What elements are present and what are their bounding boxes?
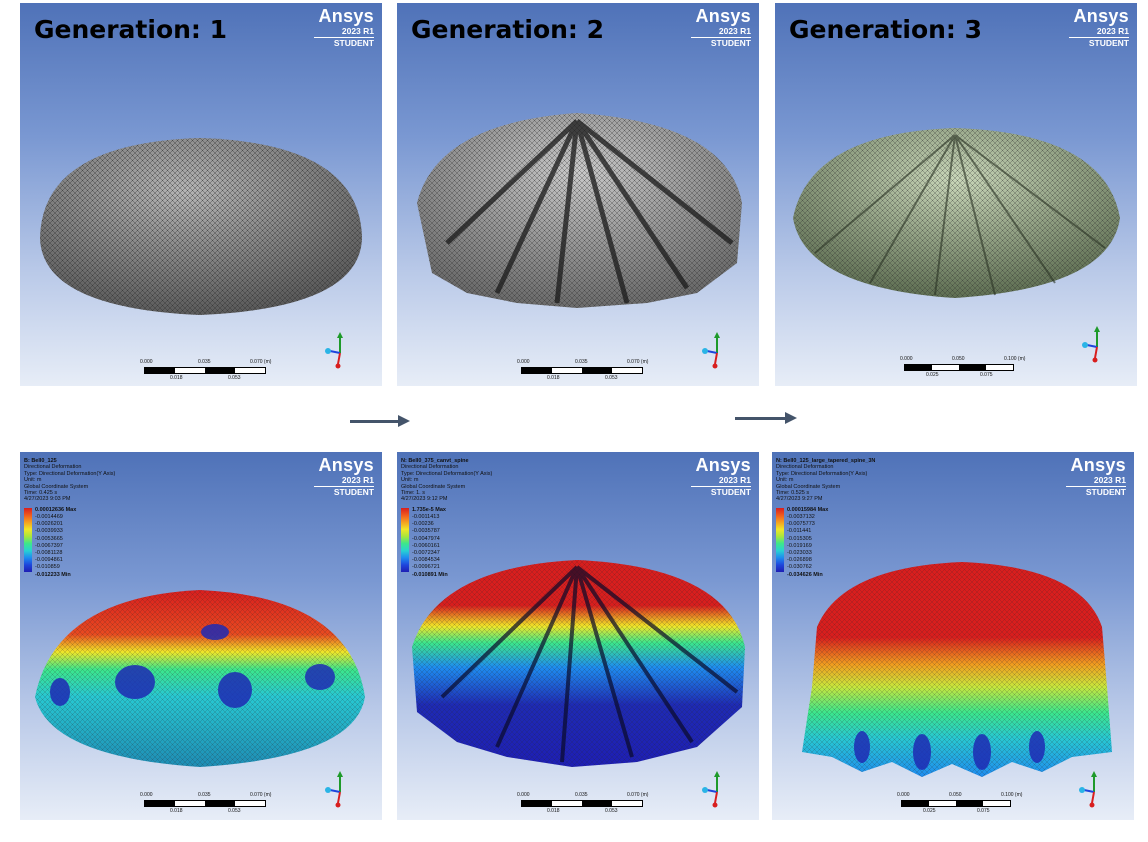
result-panel-gen2: N: Bell0_375_canvt_spine Directional Def… <box>397 452 759 820</box>
mesh-panel-gen1: Generation: 1 Ansys 2023 R1 STUDENT 0.000 … <box>20 3 382 386</box>
axis-triad <box>325 771 343 808</box>
mesh-dome-gen2 <box>417 113 742 308</box>
color-scale: 0.00015984 Max -0.0037132 -0.0075773 -0.01… <box>776 507 926 578</box>
arrow-right-icon <box>735 412 797 424</box>
axis-triad <box>325 332 343 369</box>
deformation-dome-gen2 <box>412 560 745 767</box>
deformation-dome-gen1 <box>35 590 365 767</box>
generation-title: Generation: 1 <box>34 15 228 44</box>
color-scale: 1.735e-5 Max -0.0011413 -0.00236 -0.003578… <box>401 507 551 578</box>
axis-triad <box>1079 771 1097 808</box>
arrow-right-icon <box>350 415 410 427</box>
result-legend: N: Bell0_125_large_tapered_spine_3N Dire… <box>776 458 926 578</box>
scale-bar: 0.000 0.035 0.070 (m) 0.018 0.053 <box>517 792 649 814</box>
generation-title: Generation: 3 <box>789 15 983 44</box>
mesh-panel-gen3: Generation: 3 Ansys 2023 R1 STUDENT 0.000 … <box>775 3 1137 386</box>
ansys-logo: Ansys 2023 R1 STUDENT <box>1066 456 1126 498</box>
scale-bar: 0.000 0.035 0.070 (m) 0.018 0.053 <box>517 359 649 381</box>
mesh-dome-gen1 <box>40 138 362 315</box>
mesh-dome-gen3 <box>793 128 1120 298</box>
scale-bar: 0.000 0.035 0.070 (m) 0.018 0.053 <box>140 792 272 814</box>
axis-triad <box>1082 326 1100 363</box>
scale-bar: 0.000 0.035 0.070 (m) 0.018 0.053 <box>140 359 272 381</box>
ansys-logo: Ansys 2023 R1 STUDENT <box>1069 7 1129 49</box>
ansys-logo: Ansys 2023 R1 STUDENT <box>314 456 374 498</box>
mesh-panel-gen2: Generation: 2 Ansys 2023 R1 STUDENT 0.000 … <box>397 3 759 386</box>
deformation-dome-gen3 <box>802 562 1112 777</box>
ansys-logo: Ansys 2023 R1 STUDENT <box>691 456 751 498</box>
ansys-logo: Ansys 2023 R1 STUDENT <box>691 7 751 49</box>
result-panel-gen1: B: Bell0_125 Directional Deformation Type… <box>20 452 382 820</box>
scale-bar: 0.000 0.050 0.100 (m) 0.025 0.075 <box>900 356 1026 378</box>
result-legend: B: Bell0_125 Directional Deformation Type… <box>24 458 174 578</box>
scale-bar: 0.000 0.050 0.100 (m) 0.025 0.075 <box>897 792 1023 814</box>
axis-triad <box>702 332 720 369</box>
axis-triad <box>702 771 720 808</box>
result-panel-gen3: N: Bell0_125_large_tapered_spine_3N Dire… <box>772 452 1134 820</box>
generation-title: Generation: 2 <box>411 15 605 44</box>
result-legend: N: Bell0_375_canvt_spine Directional Def… <box>401 458 551 578</box>
ansys-logo: Ansys 2023 R1 STUDENT <box>314 7 374 49</box>
color-scale: 0.00012636 Max -0.0014469 -0.0026201 -0.00… <box>24 507 174 578</box>
